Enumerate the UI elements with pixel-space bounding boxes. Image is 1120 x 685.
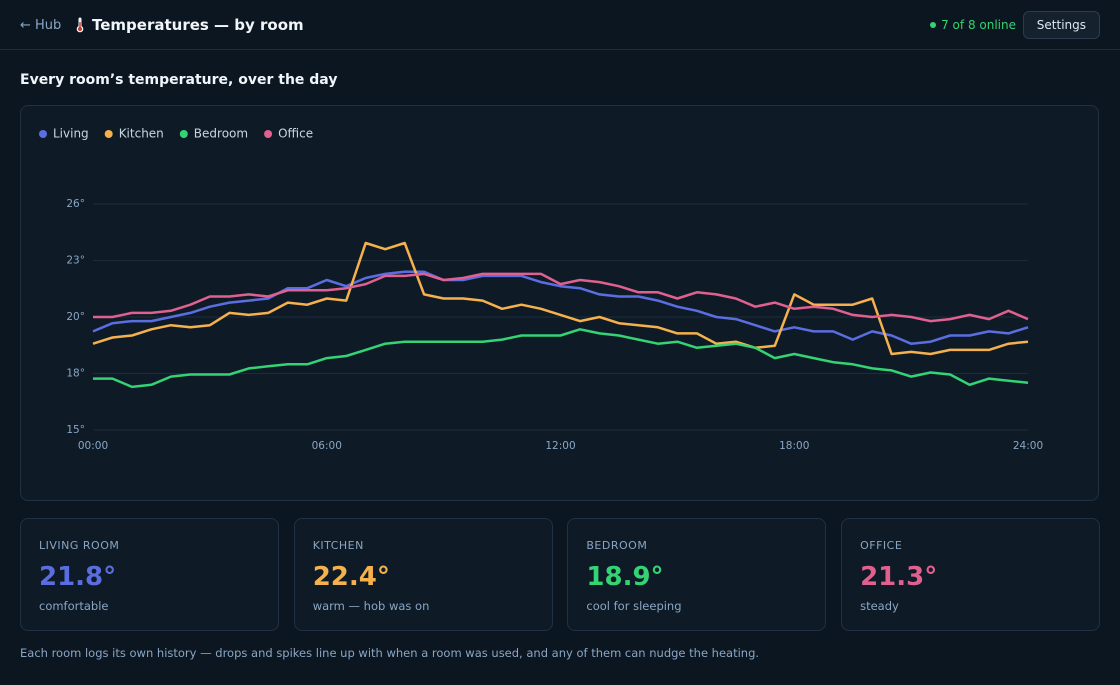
y-tick-label: 26° <box>66 198 85 210</box>
card-label: LIVING ROOM <box>39 539 120 552</box>
series-line <box>92 270 1029 345</box>
series-line <box>93 328 1029 389</box>
card-value: 21.8° <box>39 562 117 592</box>
card-label: KITCHEN <box>312 539 364 552</box>
legend-label: Office <box>278 127 313 141</box>
card-value: 21.3° <box>860 562 938 592</box>
legend-label: Kitchen <box>119 127 164 141</box>
section-title: Every room’s temperature, over the day <box>20 72 338 88</box>
top-bar: ← Hub Temperatures — by room 7 of 8 onli… <box>0 0 1120 50</box>
settings-button[interactable]: Settings <box>1022 11 1100 39</box>
x-tick-label: 06:00 <box>312 440 342 452</box>
y-tick-label: 18° <box>66 368 85 380</box>
y-tick-label: 15° <box>66 424 85 436</box>
series-line <box>92 241 1029 356</box>
x-tick-label: 12:00 <box>545 440 575 452</box>
y-tick-label: 20° <box>66 311 85 323</box>
legend-label: Living <box>53 127 89 141</box>
card-note: comfortable <box>39 599 109 613</box>
room-card: BEDROOM 18.9° cool for sleeping <box>567 518 827 631</box>
x-tick-label: 24:00 <box>1013 440 1043 452</box>
card-label: OFFICE <box>860 539 903 552</box>
legend-swatch <box>179 130 188 138</box>
legend-label: Bedroom <box>194 127 248 141</box>
card-value: 18.9° <box>586 562 664 592</box>
page-title: Temperatures — by room <box>92 16 304 34</box>
room-card: KITCHEN 22.4° warm — hob was on <box>293 518 553 631</box>
card-label: BEDROOM <box>586 539 648 552</box>
chart: 15° 18° 20° 23° 26° 00:00 06:00 12:00 18:00 24:00… <box>39 127 1043 452</box>
card-value: 22.4° <box>312 562 390 592</box>
back-link[interactable]: ← Hub <box>20 18 62 33</box>
legend-swatch <box>264 130 273 138</box>
x-tick-label: 00:00 <box>78 440 108 452</box>
card-note: steady <box>860 599 899 613</box>
legend-swatch <box>39 130 47 138</box>
footnote: Each room logs its own history — drops a… <box>20 646 760 660</box>
online-status: 7 of 8 online <box>930 18 1016 32</box>
status-text: 7 of 8 online <box>941 18 1016 32</box>
card-note: warm — hob was on <box>312 599 430 613</box>
series-line <box>93 272 1029 323</box>
x-tick-label: 18:00 <box>779 440 809 452</box>
chart-panel: 15° 18° 20° 23° 26° 00:00 06:00 12:00 18:00 24:00… <box>20 105 1099 501</box>
room-card: LIVING ROOM 21.8° comfortable <box>20 518 279 631</box>
legend-swatch <box>104 130 113 138</box>
card-note: cool for sleeping <box>586 599 682 613</box>
thermometer-icon <box>76 17 84 33</box>
y-tick-label: 23° <box>66 255 85 267</box>
room-card: OFFICE 21.3° steady <box>841 518 1101 631</box>
